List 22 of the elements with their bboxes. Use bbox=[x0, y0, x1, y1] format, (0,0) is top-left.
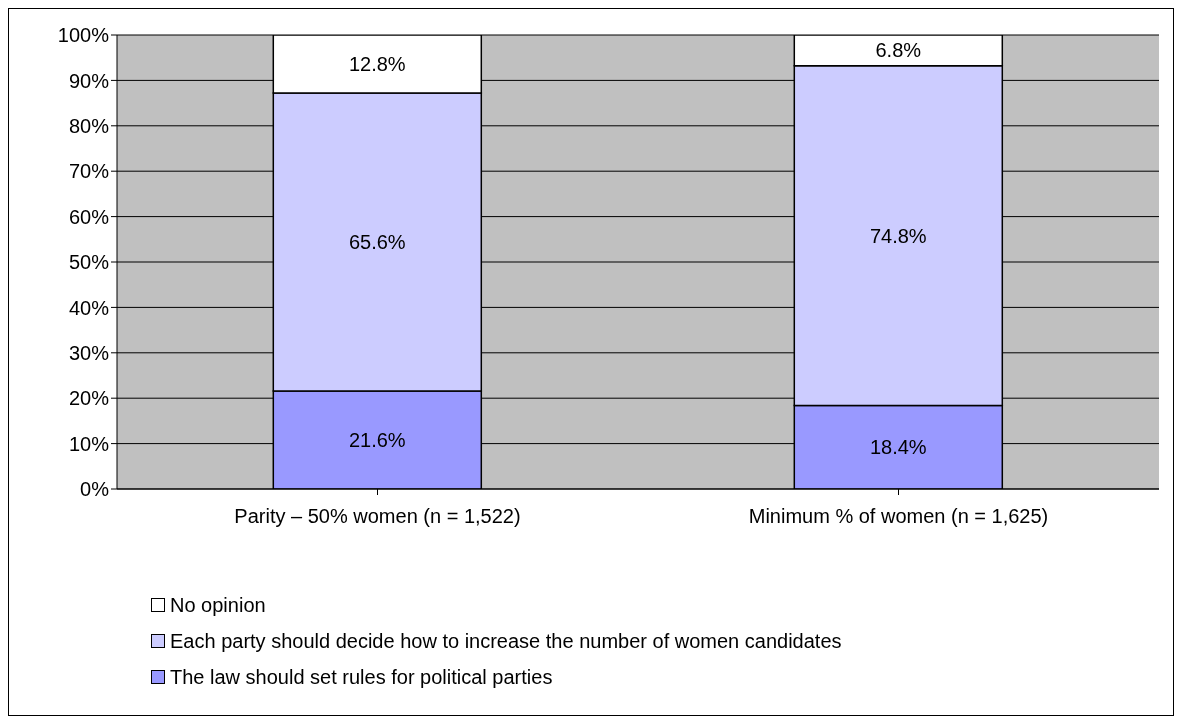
data-label: 21.6% bbox=[348, 428, 406, 451]
data-label: 74.8% bbox=[869, 224, 927, 247]
data-label: 12.8% bbox=[348, 53, 406, 76]
y-tick-label: 80% bbox=[68, 114, 110, 137]
data-label: 65.6% bbox=[348, 231, 406, 254]
x-tick-label: Parity – 50% women (n = 1,522) bbox=[234, 505, 521, 528]
y-tick-label: 70% bbox=[68, 160, 110, 183]
y-tick-label: 40% bbox=[68, 296, 110, 319]
y-tick-label: 90% bbox=[68, 69, 110, 92]
y-tick-label: 30% bbox=[68, 341, 110, 364]
y-tick-label: 100% bbox=[57, 24, 110, 47]
data-label: 18.4% bbox=[869, 436, 927, 459]
data-label: 6.8% bbox=[875, 39, 922, 62]
x-tick-label: Minimum % of women (n = 1,625) bbox=[748, 505, 1049, 528]
y-tick-label: 0% bbox=[80, 478, 110, 501]
legend-label: Each party should decide how to increase the number of women candidates bbox=[170, 629, 842, 654]
legend-label: No opinion bbox=[170, 593, 266, 618]
y-tick-label: 20% bbox=[68, 387, 110, 410]
legend-label: The law should set rules for political parties bbox=[170, 665, 553, 690]
y-tick-label: 50% bbox=[68, 251, 110, 274]
y-tick-label: 10% bbox=[68, 432, 110, 455]
y-tick-label: 60% bbox=[68, 205, 110, 228]
